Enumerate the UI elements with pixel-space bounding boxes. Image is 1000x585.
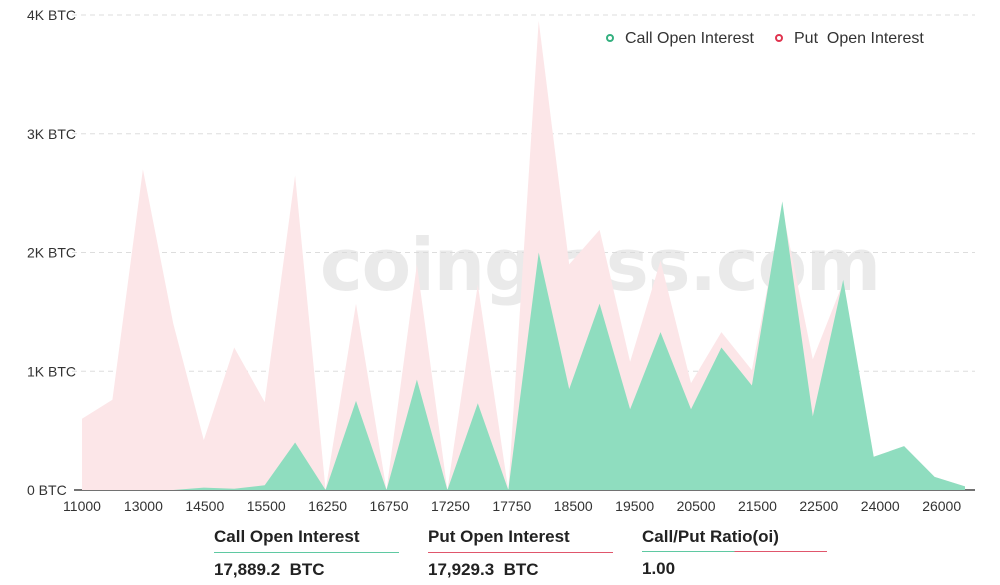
call-summary-label: Call Open Interest <box>214 527 399 553</box>
put-area <box>82 20 965 491</box>
x-tick-label: 18500 <box>554 498 593 514</box>
legend: Call Open Interest Put Open Interest <box>606 30 924 47</box>
put-legend-label[interactable]: Put Open Interest <box>794 30 924 47</box>
x-tick-label: 15500 <box>247 498 286 514</box>
x-tick-label: 21500 <box>738 498 777 514</box>
x-tick-label: 11000 <box>63 498 101 514</box>
call-area <box>82 201 965 490</box>
x-tick-label: 24000 <box>861 498 900 514</box>
x-tick-label: 19500 <box>615 498 654 514</box>
put-summary-label: Put Open Interest <box>428 527 613 553</box>
y-tick-label: 0 BTC <box>27 482 67 498</box>
x-tick-label: 16750 <box>370 498 409 514</box>
x-tick-label: 16250 <box>308 498 347 514</box>
series-areas <box>82 20 965 491</box>
call-legend-marker <box>606 34 614 42</box>
call-legend-label[interactable]: Call Open Interest <box>625 30 755 47</box>
x-axis-ticks: 11000 13000 14500 15500 16250 16750 17250 17750… <box>63 498 961 514</box>
x-tick-label: 20500 <box>677 498 716 514</box>
x-tick-label: 17250 <box>431 498 470 514</box>
x-tick-label: 26000 <box>922 498 961 514</box>
y-tick-label: 2K BTC <box>27 245 76 261</box>
x-tick-label: 17750 <box>492 498 531 514</box>
y-tick-label: 1K BTC <box>27 363 76 379</box>
x-tick-label: 22500 <box>799 498 838 514</box>
y-tick-label: 4K BTC <box>27 7 76 23</box>
put-legend-marker <box>775 34 783 42</box>
ratio-summary-value: 1.00 <box>642 559 676 578</box>
put-summary-value: 17,929.3 BTC <box>428 560 539 579</box>
ratio-summary-label: Call/Put Ratio(oi) <box>642 527 827 552</box>
call-summary-value: 17,889.2 BTC <box>214 560 325 579</box>
call-summary: Call Open Interest 17,889.2 BTC <box>214 527 399 580</box>
put-summary: Put Open Interest 17,929.3 BTC <box>428 527 613 580</box>
y-tick-label: 3K BTC <box>27 126 76 142</box>
x-tick-label: 13000 <box>124 498 163 514</box>
ratio-summary: Call/Put Ratio(oi) 1.00 <box>642 527 827 579</box>
x-tick-label: 14500 <box>185 498 224 514</box>
y-axis-ticks: 0 BTC 1K BTC 2K BTC 3K BTC 4K BTC <box>27 7 76 498</box>
